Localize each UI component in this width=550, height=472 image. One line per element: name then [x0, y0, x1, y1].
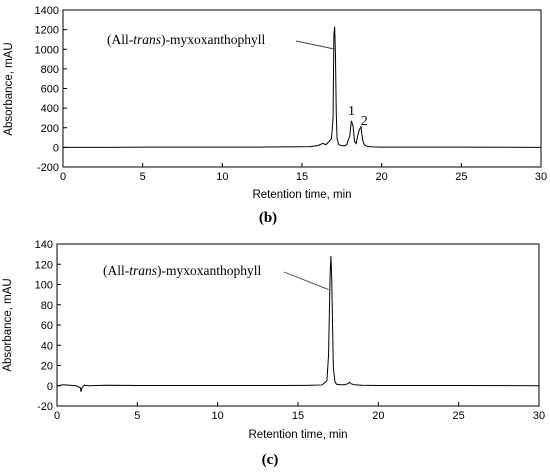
chart-b-peak-labels: 12 [348, 104, 368, 129]
chart-c-x-tick-label: 30 [533, 410, 545, 422]
chart-b-y-tick-label: 600 [41, 84, 59, 96]
chart-c-y-tick-label: 0 [47, 381, 53, 393]
chart-c-x-tick-label: 25 [453, 410, 465, 422]
chart-b-x-tick-label: 25 [455, 171, 467, 183]
chart-c-y-tick-label: 140 [35, 239, 53, 251]
chart-b-x-tick-label: 5 [140, 171, 146, 183]
chart-c-x-tick-label: 10 [212, 410, 224, 422]
chart-b-y-tick-label: -200 [37, 162, 59, 174]
chart-b-y-tick-label: 0 [53, 142, 59, 154]
chart-c-y-tick-label: 120 [35, 259, 53, 271]
chart-c-y-tick-label: -20 [37, 401, 53, 413]
chart-b-x-ticks: 0 5 10 15 20 25 30 [60, 163, 547, 183]
chart-c-x-tick-label: 5 [134, 410, 140, 422]
chart-b-y-tick-label: 1000 [35, 44, 59, 56]
chart-c-x-axis-title: Retention time, min [248, 429, 347, 441]
chart-c-y-tick-label: 60 [41, 320, 53, 332]
chart-c-y-tick-label: 20 [41, 361, 53, 373]
chart-b-y-tick-label: 400 [41, 103, 59, 115]
chart-c-x-ticks: 0 5 10 15 20 25 30 [54, 402, 545, 422]
chart-c-trace [56, 256, 540, 392]
chart-c-y-tick-label: 80 [41, 300, 53, 312]
chart-b-panel-label: (b) [259, 210, 277, 226]
chart-b-peak-label: 1 [348, 104, 355, 119]
chart-b-y-tick-label: 200 [41, 123, 59, 135]
chart-c-annotation: (All-trans)-myxoxanthophyll [103, 263, 262, 278]
chart-b-x-tick-label: 20 [376, 171, 388, 183]
chart-b-x-tick-label: 0 [60, 171, 66, 183]
chart-c-x-tick-label: 15 [292, 410, 304, 422]
chart-b-annotation-leader [295, 40, 336, 50]
chart-c-panel-label: (c) [262, 452, 279, 468]
chart-b-y-axis-title: Absorbance, mAU [3, 42, 15, 135]
chart-c-y-ticks: -20 0 20 40 60 80 100 120 140 [35, 239, 61, 413]
chart-b-x-tick-label: 15 [296, 171, 308, 183]
chart-b-x-tick-label: 30 [535, 171, 547, 183]
chart-b-trace [63, 26, 542, 148]
chart-b-y-tick-label: 800 [41, 64, 59, 76]
chart-b-y-tick-label: 1400 [35, 5, 59, 17]
chart-b-annotation: (All-trans)-myxoxanthophyll [107, 32, 266, 47]
chart-c-y-axis-title: Absorbance, mAU [2, 278, 14, 371]
chart-c-x-tick-label: 20 [372, 410, 384, 422]
chart-c-annotation-leader [283, 271, 329, 290]
chart-b-x-axis-title: Retention time, min [252, 189, 351, 201]
chart-b-y-tick-label: 1200 [35, 25, 59, 37]
chart-b-y-ticks: -200 0 200 400 600 800 1000 1200 1400 [35, 5, 67, 174]
chart-c-y-tick-label: 100 [35, 280, 53, 292]
chart-b-x-tick-label: 10 [216, 171, 228, 183]
chart-c-x-tick-label: 0 [54, 410, 60, 422]
chart-c-y-tick-label: 40 [41, 340, 53, 352]
chart-b-peak-label: 2 [361, 114, 368, 129]
